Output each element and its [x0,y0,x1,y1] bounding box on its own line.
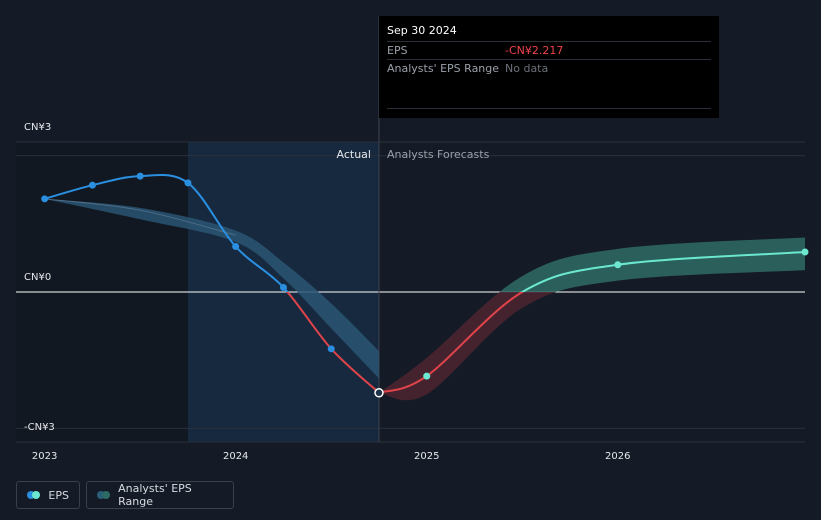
eps-forecast-line-positive [520,251,806,292]
eps-actual-point-4 [232,243,240,251]
eps-actual-point-0 [41,195,49,203]
eps-actual-line-negative [286,292,380,394]
x-tick-label-0: 2023 [32,451,57,462]
x-tick-label-2: 2025 [414,451,439,462]
x-tick-label-1: 2024 [223,451,248,462]
y-tick-label-2: -CN¥3 [24,422,55,433]
highlighted-point [374,388,384,398]
eps-forecast-point-2 [801,248,809,256]
legend-eps-label: EPS [48,488,69,502]
forecast-range-band-negative [378,292,557,401]
eps-actual-point-6 [327,345,335,353]
tooltip-eps-label: EPS [387,44,408,57]
tooltip-row-range: Analysts' EPS Range No data [387,59,711,77]
tooltip-divider [387,108,711,109]
tooltip-range-label: Analysts' EPS Range [387,62,500,75]
eps-forecast-point-0 [423,372,431,380]
historical-range-band [44,198,379,379]
eps-actual-point-1 [88,181,96,189]
historical-range-line [44,198,236,236]
x-tick-label-3: 2026 [605,451,630,462]
eps-actual-point-2 [136,172,144,180]
tooltip-range-value: No data [505,62,549,75]
y-tick-label-0: CN¥3 [24,122,51,133]
tooltip-date: Sep 30 2024 [387,24,457,37]
eps-actual-line-positive [44,173,289,292]
legend-range-label: Analysts' EPS Range [118,482,192,508]
forecast-label: Analysts Forecasts [387,148,490,161]
legend-eps-button[interactable]: EPS [16,481,80,509]
legend-range-button[interactable]: Analysts' EPS Range [86,481,234,509]
eps-forecast-point-1 [614,261,622,269]
eps-legend-icon [27,490,40,500]
tooltip: Sep 30 2024 EPS -CN¥2.217 Analysts' EPS … [379,16,719,118]
eps-actual-point-5 [279,283,287,291]
forecast-range-band-positive [499,237,805,292]
tooltip-eps-value: -CN¥2.217 [505,44,564,57]
eps-actual-point-3 [184,179,192,187]
actual-label: Actual [337,148,371,161]
range-legend-icon [97,490,110,500]
tooltip-row-eps: EPS -CN¥2.217 [387,41,711,59]
y-tick-label-1: CN¥0 [24,272,51,283]
